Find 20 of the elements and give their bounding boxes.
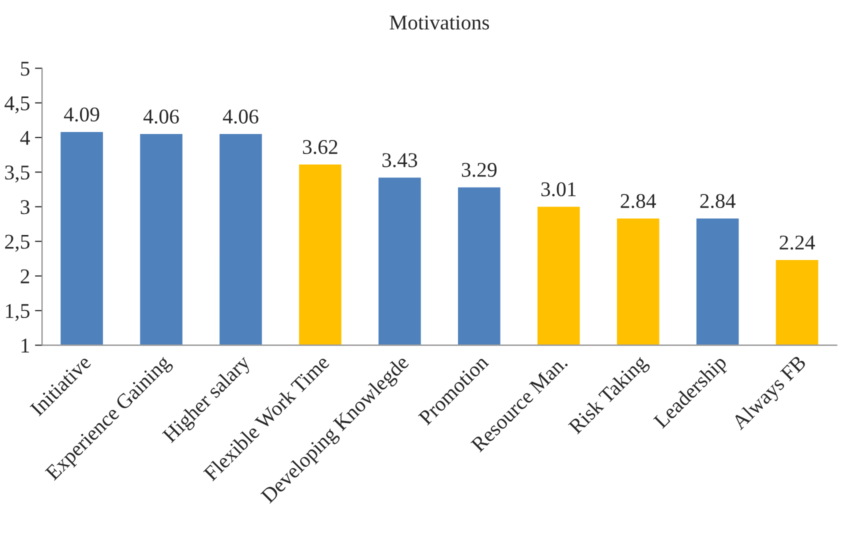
y-tick-label: 3,5 [5, 166, 30, 183]
data-label: 3.62 [302, 140, 338, 154]
data-label: 2.84 [620, 194, 656, 208]
y-tick-label: 2,5 [5, 234, 30, 252]
data-label: 4.09 [64, 107, 100, 122]
y-tick-label: 2 [20, 269, 30, 284]
data-label: 4.06 [143, 110, 179, 124]
data-label: 3.01 [541, 182, 576, 196]
y-tick-label: 5 [21, 62, 30, 76]
data-label: 3.43 [382, 153, 418, 168]
data-label: 2.24 [780, 236, 815, 250]
data-label: 3.29 [462, 162, 497, 177]
y-tick-label: 1,5 [6, 304, 30, 322]
chart-title: Motivations [390, 16, 490, 30]
data-label: 4.06 [222, 110, 258, 124]
y-tick-label: 1 [22, 338, 29, 352]
y-tick-label: 3 [20, 200, 30, 214]
y-tick-label: 4,5 [4, 96, 30, 114]
y-tick-label: 4 [20, 131, 30, 145]
data-label: 2.84 [700, 194, 736, 208]
